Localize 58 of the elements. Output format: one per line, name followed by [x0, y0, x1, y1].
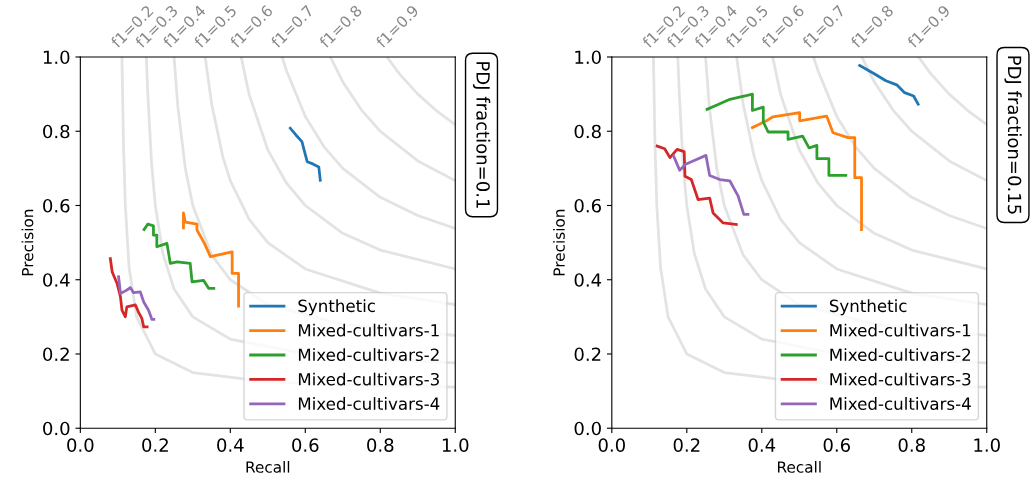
- line-series: [917, 57, 987, 126]
- legend-label: Mixed-cultivars-2: [830, 348, 971, 362]
- y-tick-label: 0.4: [43, 273, 70, 287]
- line-series: [142, 222, 216, 290]
- x-tick-label: 0.6: [823, 438, 850, 452]
- y-axis-title: Precision: [21, 209, 34, 276]
- line-series: [117, 275, 156, 321]
- x-tick-label: 0.8: [898, 438, 925, 452]
- line-series: [655, 144, 738, 226]
- y-tick-label: 0.2: [574, 347, 601, 362]
- x-axis-title: Recall: [777, 460, 821, 473]
- line-series: [280, 57, 456, 230]
- line-series: [751, 111, 863, 232]
- legend-label: Mixed-cultivars-3: [830, 372, 971, 386]
- x-tick-label: 0.8: [367, 438, 394, 452]
- line-series: [239, 57, 456, 271]
- legend-label: Synthetic: [829, 299, 907, 316]
- x-tick-label: 0.0: [598, 438, 625, 452]
- text: PDJ fraction=0.15: [1004, 56, 1022, 214]
- x-tick-label: 0.2: [673, 438, 700, 452]
- x-tick-label: 0.0: [67, 438, 94, 452]
- x-tick-label: 0.2: [142, 438, 168, 452]
- legend-label: Mixed-cultivars-4: [298, 397, 440, 410]
- line-series: [705, 92, 848, 177]
- y-tick-label: 0.8: [43, 124, 70, 139]
- y-tick-label: 0.6: [43, 198, 70, 213]
- y-tick-label: 1.0: [575, 50, 601, 65]
- x-tick-label: 1.0: [974, 438, 1000, 452]
- line-series: [771, 57, 987, 271]
- legend-label: Synthetic: [298, 299, 375, 316]
- x-axis-title: Recall: [246, 460, 290, 473]
- line-series: [812, 57, 987, 230]
- line-series: [860, 57, 987, 183]
- y-tick-label: 0.8: [574, 124, 601, 139]
- text: PDJ fraction=0.1: [472, 62, 491, 208]
- line-series: [672, 153, 750, 216]
- y-tick-label: 1.0: [43, 50, 70, 65]
- line-series: [182, 211, 240, 308]
- x-tick-label: 0.6: [292, 438, 319, 452]
- x-tick-label: 0.4: [217, 438, 244, 452]
- legend-label: Mixed-cultivars-1: [298, 323, 439, 337]
- line-series: [385, 57, 456, 126]
- x-tick-label: 0.4: [748, 438, 776, 452]
- y-tick-label: 0.0: [574, 421, 601, 436]
- y-tick-label: 0.4: [574, 273, 602, 287]
- line-series: [108, 257, 149, 329]
- y-tick-label: 0.0: [43, 421, 70, 436]
- legend-label: Mixed-cultivars-4: [830, 397, 971, 410]
- line-series: [858, 64, 920, 106]
- y-tick-label: 0.6: [574, 198, 601, 213]
- legend-label: Mixed-cultivars-3: [298, 372, 439, 386]
- line-series: [329, 57, 456, 183]
- legend-label: Mixed-cultivars-1: [830, 323, 971, 337]
- y-tick-label: 0.2: [43, 347, 69, 362]
- y-axis-title: Precision: [553, 209, 565, 276]
- legend-label: Mixed-cultivars-2: [298, 348, 439, 362]
- line-series: [288, 126, 322, 182]
- x-tick-label: 1.0: [442, 438, 469, 452]
